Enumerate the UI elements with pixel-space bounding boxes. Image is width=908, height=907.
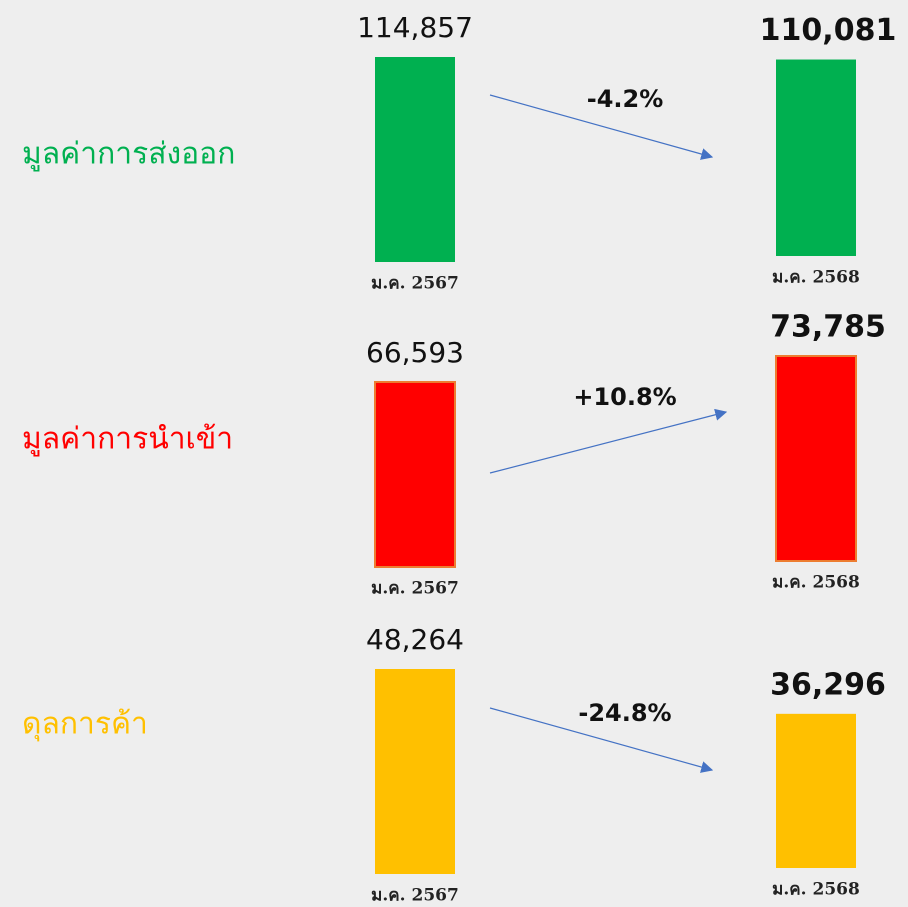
value-label: 66,593: [366, 336, 464, 369]
row-label: ดุลการค้า: [22, 707, 148, 743]
bar: [776, 713, 856, 868]
change-label: -24.8%: [578, 699, 671, 727]
change-arrow: [489, 707, 714, 773]
category-label: ม.ค. 2568: [772, 268, 860, 288]
category-label: ม.ค. 2567: [371, 579, 459, 599]
value-label: 48,264: [366, 623, 464, 656]
category-label: ม.ค. 2568: [772, 880, 860, 900]
bar: [375, 669, 455, 874]
change-arrow: [489, 408, 728, 474]
change-label: +10.8%: [573, 383, 676, 411]
row-label: มูลค่าการนำเข้า: [22, 422, 233, 457]
value-label: 36,296: [770, 667, 886, 702]
bar: [776, 59, 856, 256]
change-arrow: [489, 94, 714, 160]
bar: [374, 380, 456, 568]
category-label: ม.ค. 2567: [371, 274, 459, 294]
value-label: 114,857: [357, 11, 473, 44]
value-label: 73,785: [770, 310, 886, 345]
value-label: 110,081: [760, 13, 897, 48]
row-label: มูลค่าการส่งออก: [22, 137, 235, 172]
category-label: ม.ค. 2568: [772, 573, 860, 593]
bar: [375, 57, 455, 262]
change-label: -4.2%: [587, 85, 664, 113]
category-label: ม.ค. 2567: [371, 886, 459, 906]
bar: [775, 355, 857, 562]
